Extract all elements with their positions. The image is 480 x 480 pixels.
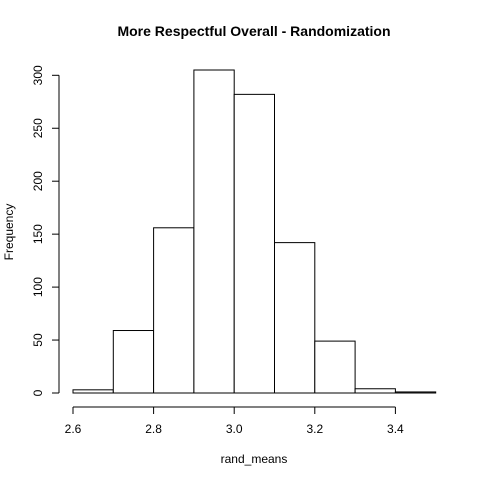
histogram-bar-5	[233, 93, 275, 394]
y-tick-label: 300	[31, 65, 45, 85]
y-tick-label: 0	[31, 389, 45, 396]
histogram-bar-4	[193, 69, 235, 394]
histogram-bar-7	[314, 340, 356, 394]
y-tick-label: 250	[31, 118, 45, 138]
chart-title: More Respectful Overall - Randomization	[117, 23, 390, 39]
x-tick-label: 3.0	[226, 422, 243, 436]
x-tick-label: 3.2	[306, 422, 323, 436]
y-axis-label: Frequency	[2, 204, 16, 261]
bars-group	[72, 69, 437, 394]
x-axis: 2.6 2.8 3.0 3.2 3.4	[65, 406, 404, 436]
histogram-bar-9	[394, 391, 437, 394]
y-tick-label: 50	[31, 333, 45, 347]
x-axis-label: rand_means	[221, 452, 288, 466]
x-tick-label: 2.6	[65, 422, 82, 436]
y-tick-label: 100	[31, 277, 45, 297]
histogram-bar-8	[354, 388, 396, 394]
x-tick-label: 2.8	[145, 422, 162, 436]
histogram-bar-3	[153, 227, 195, 394]
y-tick-label: 150	[31, 224, 45, 244]
histogram-bar-2	[112, 330, 155, 394]
x-tick-label: 3.4	[387, 422, 404, 436]
y-tick-label: 200	[31, 171, 45, 191]
histogram-bar-6	[274, 242, 316, 394]
y-axis: 0 50 100 150 200 250 300	[31, 65, 60, 396]
histogram-bar-1	[72, 389, 114, 394]
